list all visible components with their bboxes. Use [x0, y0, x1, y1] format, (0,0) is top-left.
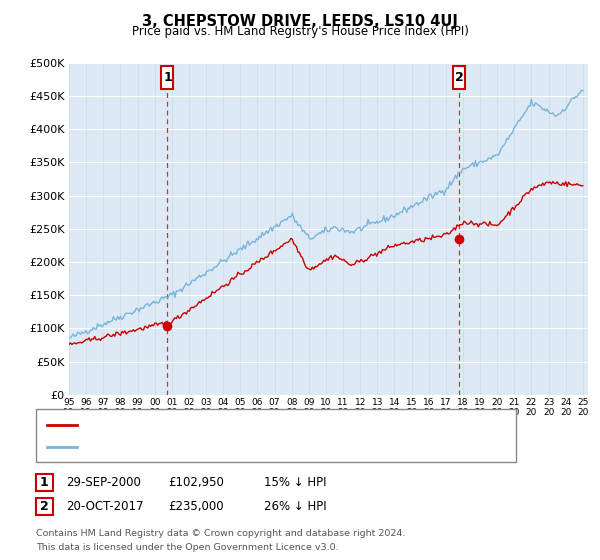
Text: Price paid vs. HM Land Registry's House Price Index (HPI): Price paid vs. HM Land Registry's House … [131, 25, 469, 38]
Text: 1: 1 [40, 476, 49, 489]
Text: HPI: Average price, detached house, Leeds: HPI: Average price, detached house, Leed… [84, 442, 323, 452]
Text: This data is licensed under the Open Government Licence v3.0.: This data is licensed under the Open Gov… [36, 543, 338, 552]
Text: 29-SEP-2000: 29-SEP-2000 [66, 476, 141, 489]
Text: 15% ↓ HPI: 15% ↓ HPI [264, 476, 326, 489]
Text: £235,000: £235,000 [168, 500, 224, 514]
Text: 3, CHEPSTOW DRIVE, LEEDS, LS10 4UJ: 3, CHEPSTOW DRIVE, LEEDS, LS10 4UJ [142, 14, 458, 29]
Text: 1: 1 [163, 71, 172, 84]
Text: 3, CHEPSTOW DRIVE, LEEDS, LS10 4UJ (detached house): 3, CHEPSTOW DRIVE, LEEDS, LS10 4UJ (deta… [84, 420, 400, 430]
Text: 2: 2 [455, 71, 464, 84]
FancyBboxPatch shape [161, 66, 173, 89]
Text: 2: 2 [40, 500, 49, 514]
Text: 26% ↓ HPI: 26% ↓ HPI [264, 500, 326, 514]
Text: Contains HM Land Registry data © Crown copyright and database right 2024.: Contains HM Land Registry data © Crown c… [36, 529, 406, 538]
Text: 20-OCT-2017: 20-OCT-2017 [66, 500, 143, 514]
Text: £102,950: £102,950 [168, 476, 224, 489]
FancyBboxPatch shape [454, 66, 466, 89]
